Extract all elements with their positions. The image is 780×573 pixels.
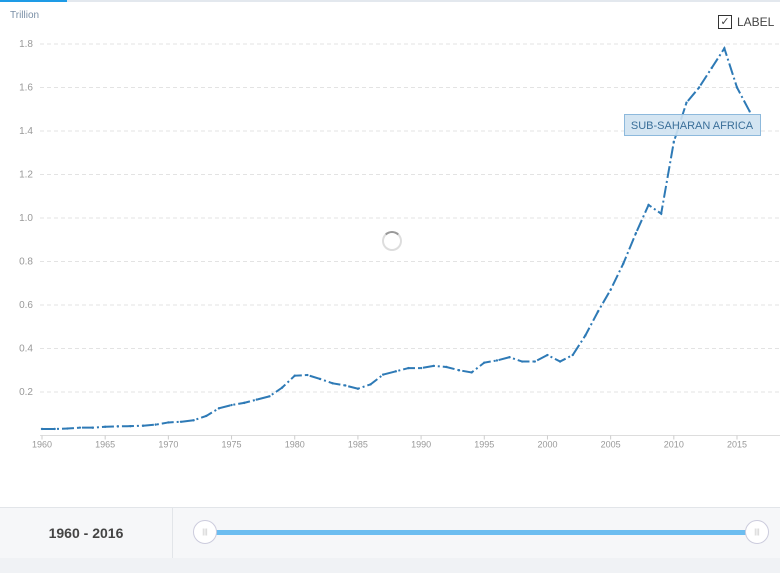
data-point (280, 386, 284, 389)
year-range-display: 1960 - 2016 (0, 508, 173, 558)
data-point (634, 232, 638, 235)
data-point (495, 359, 499, 362)
range-slider-track[interactable] (204, 530, 756, 535)
y-tick-label: 0.2 (19, 387, 33, 398)
y-tick-label: 1.2 (19, 170, 33, 181)
x-tick-label: 1960 (32, 440, 52, 450)
data-point (647, 203, 650, 207)
x-tick-label: 2015 (727, 440, 747, 450)
y-tick-label: 1.0 (19, 213, 33, 224)
checkbox-icon[interactable]: ✓ (718, 15, 732, 29)
top-progress-bar (0, 0, 780, 2)
data-point (622, 262, 625, 265)
data-point (432, 364, 435, 368)
x-tick-label: 1990 (411, 440, 431, 450)
data-point (672, 140, 676, 144)
range-end: 2016 (92, 525, 124, 541)
data-point (520, 360, 524, 363)
data-point (205, 414, 208, 418)
data-point (723, 47, 726, 50)
data-point (318, 377, 322, 381)
label-toggle-text: LABEL (737, 15, 775, 29)
data-point (129, 424, 132, 428)
data-point (394, 370, 398, 373)
data-point (558, 360, 562, 363)
data-point (116, 425, 120, 428)
data-point (659, 212, 663, 215)
data-point (470, 371, 473, 374)
line-chart: 0.2 0.4 0.6 0.8 1.0 1.2 1.4 1.6 1.8 1960 1965 1970 1… (19, 39, 780, 450)
x-tick-label: 1985 (348, 440, 368, 450)
data-point (230, 403, 233, 407)
data-point (571, 353, 574, 357)
y-tick-label: 0.6 (19, 300, 33, 311)
data-point (179, 420, 183, 423)
data-point (78, 426, 82, 429)
data-point (356, 387, 360, 390)
data-point (419, 366, 423, 370)
x-tick-label: 2005 (601, 440, 621, 450)
data-point (697, 86, 701, 89)
data-point (192, 419, 195, 422)
data-point (242, 401, 246, 405)
data-point (609, 288, 612, 291)
bottom-bar (0, 558, 780, 573)
data-point (344, 384, 347, 387)
data-point (596, 310, 600, 313)
data-point (53, 427, 56, 431)
data-point (546, 353, 549, 357)
range-slider-end-handle[interactable]: ||| (745, 520, 769, 544)
series-label: SUB-SAHARAN AFRICA (631, 120, 754, 132)
range-sep: - (79, 525, 93, 541)
data-point (217, 407, 221, 410)
data-point (735, 86, 739, 89)
data-point (255, 398, 259, 401)
x-tick-label: 1975 (222, 440, 242, 450)
data-point (141, 424, 145, 427)
data-point (407, 366, 410, 370)
x-tick-label: 1995 (474, 440, 494, 450)
y-tick-label: 0.8 (19, 257, 33, 268)
data-point (40, 427, 44, 431)
series-label-box (624, 114, 761, 136)
data-point (483, 361, 486, 364)
data-point (91, 426, 94, 429)
data-point (533, 360, 537, 363)
range-start: 1960 (48, 525, 80, 541)
data-point (293, 374, 296, 377)
data-point (508, 356, 511, 359)
x-tick-label: 2000 (537, 440, 557, 450)
y-axis-unit: Trillion (10, 10, 40, 21)
data-point (445, 365, 448, 369)
data-point (66, 427, 69, 430)
data-point (154, 423, 157, 426)
data-point (306, 373, 309, 377)
data-point (584, 334, 587, 337)
x-tick-label: 2010 (664, 440, 684, 450)
series-line (42, 46, 751, 430)
data-point (381, 373, 385, 376)
y-tick-label: 0.4 (19, 344, 33, 355)
x-tick-label: 1980 (285, 440, 305, 450)
x-tick-label: 1970 (158, 440, 178, 450)
data-point (167, 421, 170, 424)
data-point (457, 369, 461, 372)
data-point (710, 66, 713, 70)
loading-spinner-icon (382, 231, 402, 251)
year-range-footer: 1960 - 2016 ||| ||| (0, 507, 780, 559)
data-point (369, 383, 372, 386)
range-slider-start-handle[interactable]: ||| (193, 520, 217, 544)
data-point (103, 425, 107, 428)
data-point (748, 110, 751, 113)
y-tick-label: 1.4 (19, 126, 33, 137)
label-toggle[interactable]: ✓ LABEL (718, 15, 774, 29)
y-tick-label: 1.6 (19, 83, 33, 94)
data-point (685, 101, 688, 104)
y-tick-label: 1.8 (19, 39, 33, 50)
data-point (268, 395, 271, 398)
x-tick-label: 1965 (95, 440, 115, 450)
top-progress-active (0, 0, 67, 2)
data-point (331, 382, 334, 385)
